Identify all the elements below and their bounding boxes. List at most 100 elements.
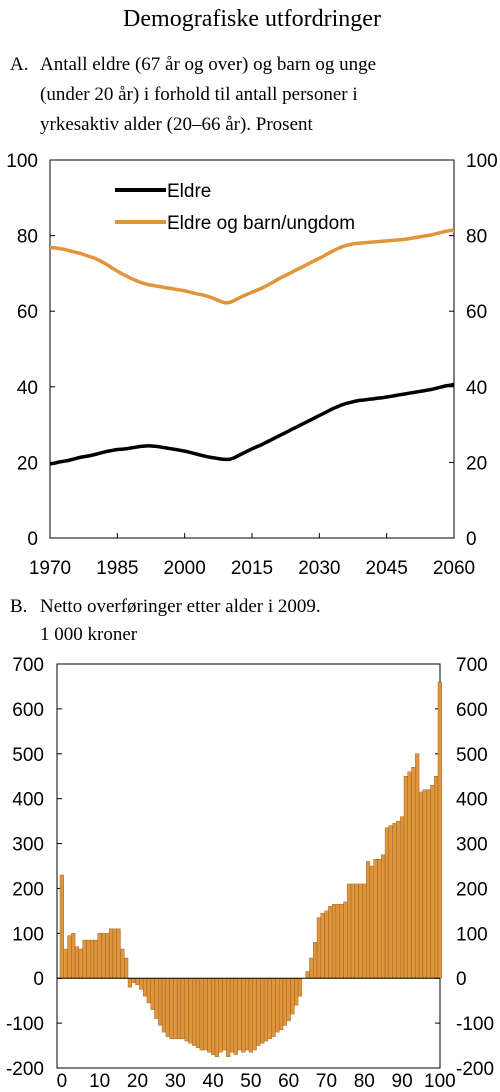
bar-age-84 bbox=[377, 859, 382, 979]
bar-age-46 bbox=[233, 978, 238, 1055]
bar-age-98 bbox=[430, 785, 435, 979]
bar-age-52 bbox=[256, 978, 261, 1046]
bar-age-39 bbox=[207, 978, 212, 1053]
bar-age-37 bbox=[199, 978, 204, 1051]
y-tick-label-right: 20 bbox=[466, 453, 487, 474]
bar-age-56 bbox=[271, 978, 276, 1037]
y-tick-label-right: 700 bbox=[456, 655, 488, 676]
bar-age-44 bbox=[226, 978, 231, 1057]
bar-age-75 bbox=[343, 901, 348, 979]
bar-age-14 bbox=[112, 928, 117, 979]
x-tick-label: 30 bbox=[165, 1071, 186, 1092]
y-tick-label-right: -100 bbox=[456, 1014, 494, 1035]
bar-age-61 bbox=[290, 978, 295, 1015]
bar-age-80 bbox=[362, 883, 367, 979]
bar-age-10 bbox=[97, 933, 102, 979]
bar-age-65 bbox=[305, 971, 310, 979]
y-tick-label-left: 80 bbox=[17, 227, 38, 248]
panel-b-title-line-1: Netto overføringer etter alder i 2009. bbox=[40, 596, 321, 617]
bar-age-67 bbox=[313, 942, 318, 979]
bar-age-70 bbox=[324, 910, 329, 979]
y-tick-label-left: 0 bbox=[33, 969, 44, 990]
bar-age-50 bbox=[248, 978, 253, 1053]
bar-age-96 bbox=[422, 789, 427, 979]
bar-age-76 bbox=[347, 883, 352, 979]
bar-age-13 bbox=[108, 928, 114, 979]
bar-age-47 bbox=[237, 978, 242, 1051]
bar-age-21 bbox=[139, 978, 144, 990]
bar-age-63 bbox=[297, 978, 303, 997]
x-tick-label: 2045 bbox=[366, 558, 408, 579]
x-tick-label: 70 bbox=[316, 1071, 337, 1092]
bar-age-19 bbox=[131, 978, 136, 983]
bar-age-73 bbox=[335, 903, 340, 979]
bar-age-30 bbox=[173, 978, 178, 1040]
bar-age-40 bbox=[210, 978, 216, 1055]
series-line-eldre-og-barn bbox=[50, 228, 455, 305]
bar-age-78 bbox=[354, 883, 359, 979]
bar-age-28 bbox=[165, 978, 170, 1037]
bar-age-45 bbox=[229, 978, 235, 1053]
bar-age-85 bbox=[381, 854, 386, 979]
y-tick-label-right: 500 bbox=[456, 745, 488, 766]
y-tick-label-right: 100 bbox=[466, 151, 498, 172]
panel-b-label: B. bbox=[10, 596, 27, 617]
bar-age-93 bbox=[411, 767, 416, 979]
y-tick-label-left: 100 bbox=[12, 924, 44, 945]
y-tick-label-left: 60 bbox=[17, 302, 38, 323]
bar-age-31 bbox=[176, 978, 182, 1040]
y-tick-label-left: 100 bbox=[6, 151, 38, 172]
x-tick-label: 90 bbox=[392, 1071, 413, 1092]
bar-age-8 bbox=[90, 939, 95, 979]
bar-age-79 bbox=[358, 883, 363, 979]
x-tick-label: 80 bbox=[354, 1071, 375, 1092]
bar-age-33 bbox=[184, 978, 189, 1042]
bar-age-42 bbox=[218, 978, 223, 1053]
y-tick-label-left: 500 bbox=[12, 745, 44, 766]
bar-age-41 bbox=[214, 978, 219, 1057]
y-tick-label-right: 0 bbox=[456, 969, 467, 990]
y-tick-label-right: 400 bbox=[456, 790, 488, 811]
x-tick-label: 40 bbox=[203, 1071, 224, 1092]
bar-age-7 bbox=[86, 939, 91, 979]
x-tick-label: 20 bbox=[127, 1071, 148, 1092]
y-tick-label-right: 300 bbox=[456, 835, 488, 856]
bar-age-97 bbox=[426, 789, 431, 979]
bar-age-49 bbox=[245, 978, 250, 1051]
bar-age-90 bbox=[400, 816, 405, 979]
panel-a-title-line-1: Antall eldre (67 år og over) og barn og … bbox=[40, 54, 376, 75]
bar-age-11 bbox=[101, 933, 106, 979]
bar-age-34 bbox=[188, 978, 193, 1044]
bar-age-16 bbox=[120, 948, 125, 979]
y-tick-label-right: 100 bbox=[456, 924, 488, 945]
y-tick-label-left: 40 bbox=[17, 378, 38, 399]
panel-a-title-line-2: (under 20 år) i forhold til antall perso… bbox=[40, 84, 358, 105]
bar-age-83 bbox=[373, 859, 378, 979]
bar-age-66 bbox=[309, 957, 314, 979]
bar-age-72 bbox=[331, 903, 337, 979]
bar-age-99 bbox=[434, 776, 439, 979]
bar-age-71 bbox=[328, 906, 333, 979]
bar-age-74 bbox=[339, 903, 344, 979]
bar-age-36 bbox=[195, 978, 201, 1048]
bar-age-86 bbox=[384, 827, 390, 979]
panel-a-chart: 0 0 20 20 40 40 60 60 80 80 100 100 1970 1985 2000 2015… bbox=[6, 151, 497, 579]
bar-age-25 bbox=[154, 978, 159, 1019]
x-tick-label: 50 bbox=[240, 1071, 261, 1092]
bar-age-53 bbox=[260, 978, 265, 1044]
bar-age-77 bbox=[350, 883, 355, 979]
y-tick-label-left: 400 bbox=[12, 790, 44, 811]
x-tick-label: 2060 bbox=[433, 558, 475, 579]
bar-age-9 bbox=[93, 939, 98, 979]
bar-age-60 bbox=[286, 978, 291, 1022]
bar-age-18 bbox=[127, 978, 132, 988]
x-tick-label: 2000 bbox=[164, 558, 206, 579]
bar-age-94 bbox=[415, 753, 420, 979]
x-tick-label: 1970 bbox=[29, 558, 71, 579]
bar-age-27 bbox=[161, 978, 166, 1033]
series-line-eldre bbox=[49, 382, 455, 466]
panel-a-title-line-3: yrkesaktiv alder (20–66 år). Prosent bbox=[40, 114, 314, 135]
bar-age-0 bbox=[59, 874, 64, 979]
bar-age-68 bbox=[316, 917, 321, 979]
